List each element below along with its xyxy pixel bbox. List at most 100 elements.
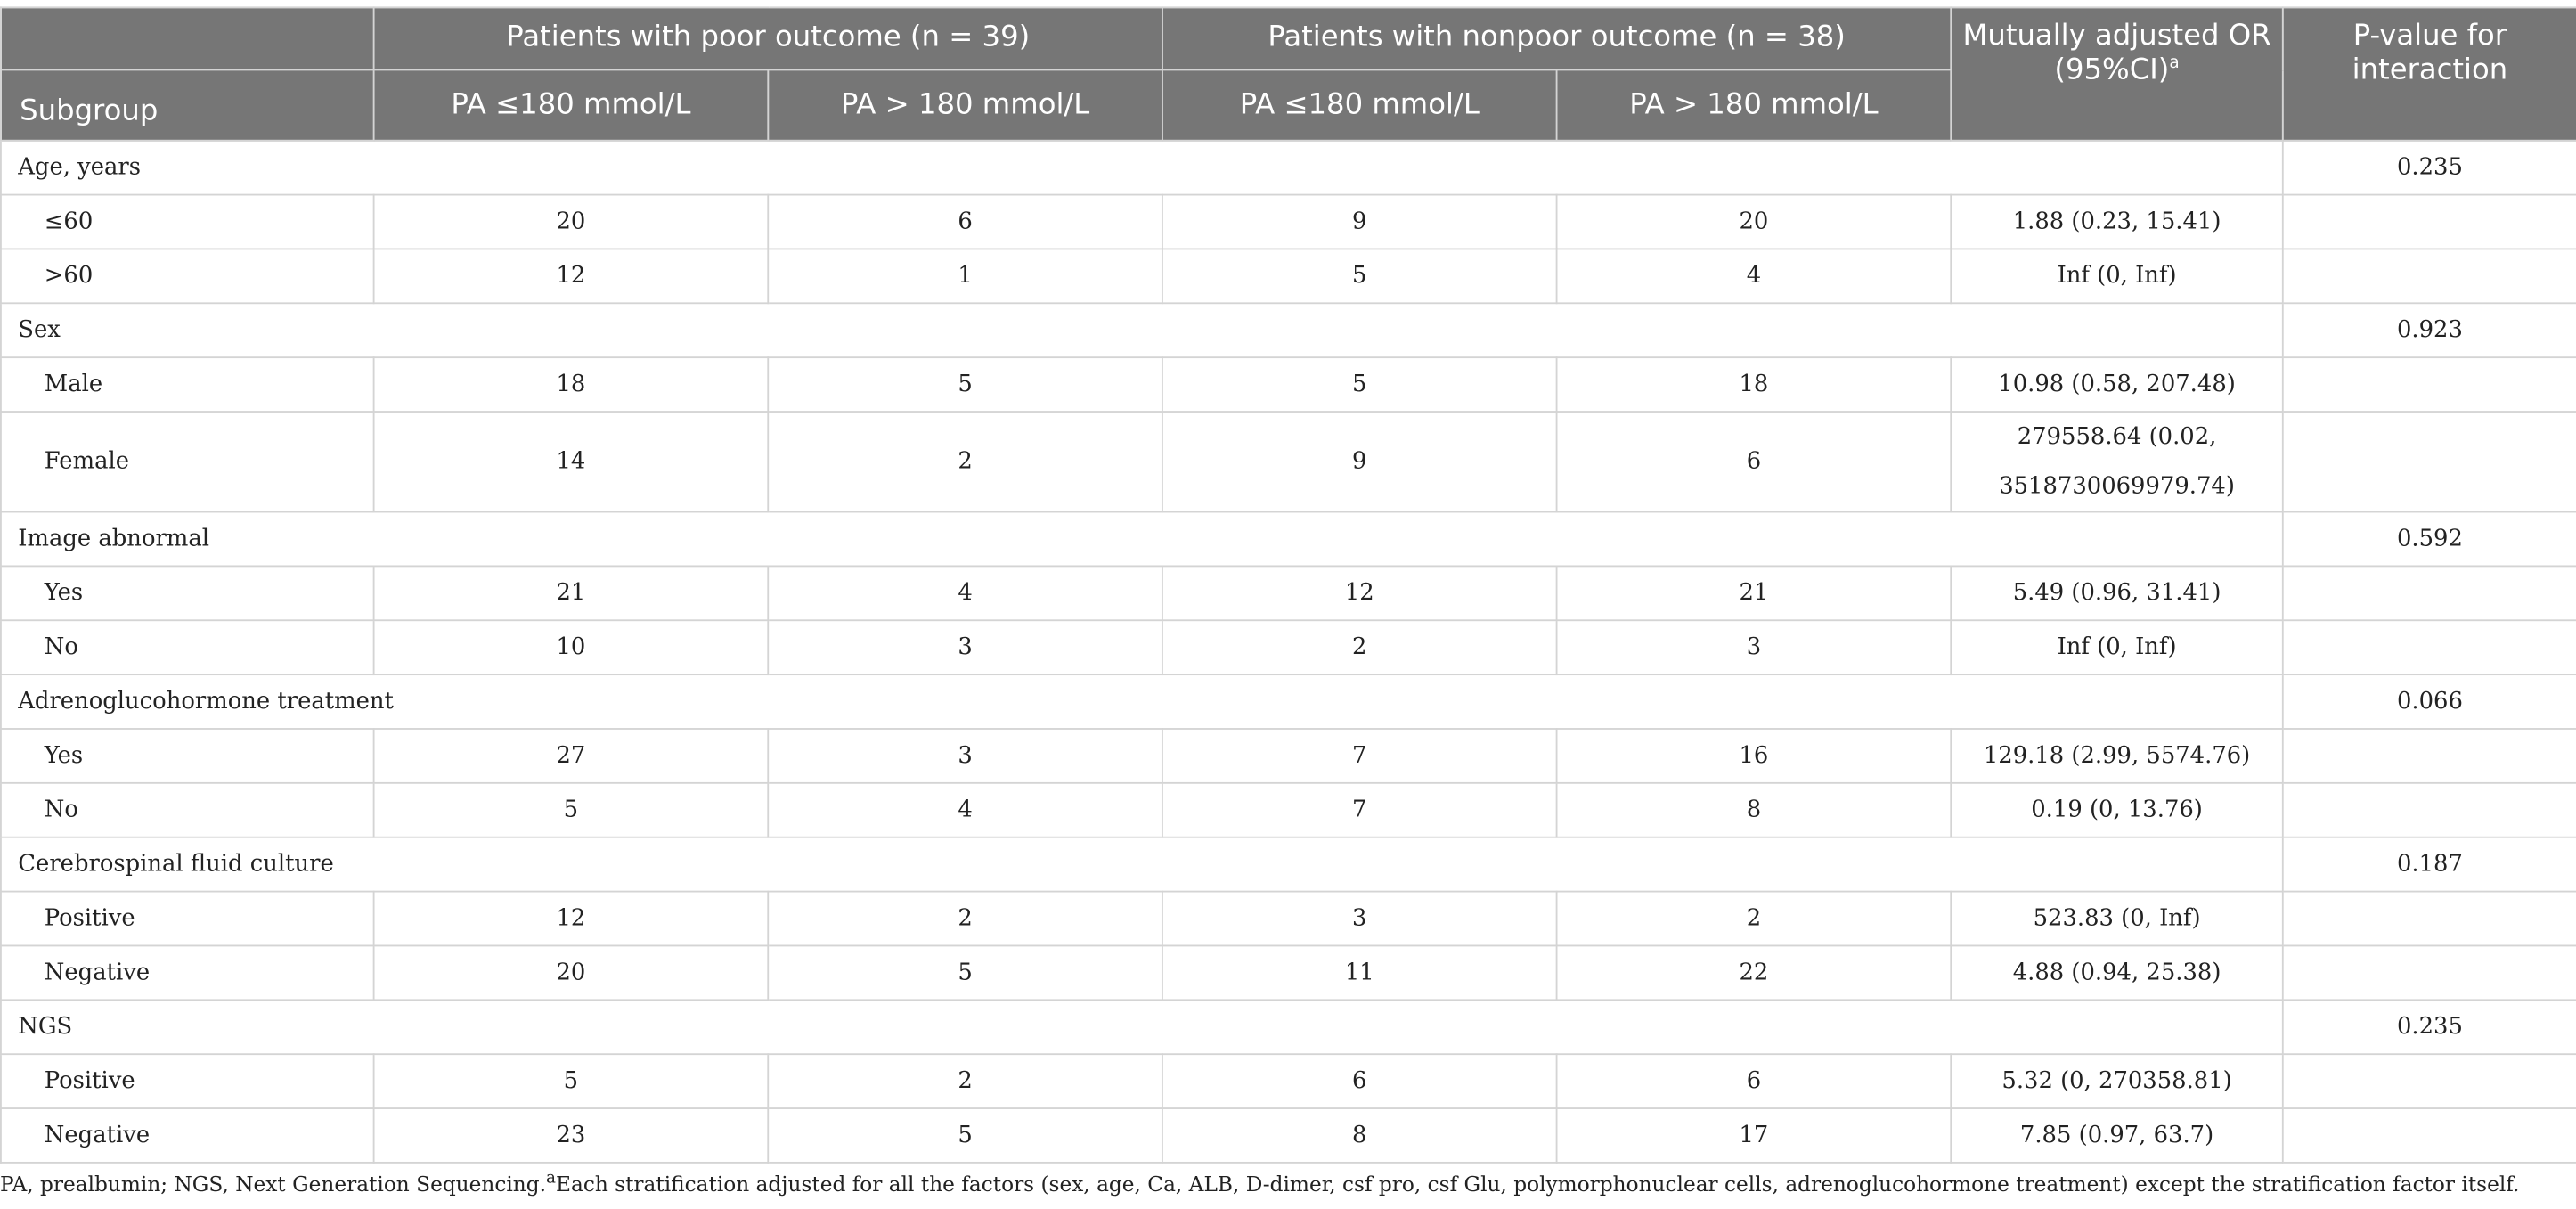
nonpoor-pa-low-cell: 5 <box>1162 356 1558 413</box>
p-value-cell <box>2281 193 2576 250</box>
p-value-cell <box>2281 890 2576 947</box>
adjusted-or-cell: 10.98 (0.58, 207.48) <box>1950 356 2284 413</box>
subgroup-label: Male <box>0 356 375 413</box>
adjusted-or-cell: 523.83 (0, Inf) <box>1950 890 2284 947</box>
table-row: Negative 23 5 8 17 7.85 (0.97, 63.7) <box>0 1107 2576 1164</box>
p-value-cell <box>2281 565 2576 622</box>
adjusted-or-cell: 1.88 (0.23, 15.41) <box>1950 193 2284 250</box>
header-blank <box>0 6 375 71</box>
adjusted-or-value: 5.49 (0.96, 31.41) <box>2012 580 2221 607</box>
adjusted-or-value: 0.19 (0, 13.76) <box>2031 796 2203 824</box>
nonpoor-pa-high-cell: 20 <box>1555 193 1952 250</box>
poor-pa-high-cell: 3 <box>767 728 1163 784</box>
table-row: Positive 5 2 6 6 5.32 (0, 270358.81) <box>0 1053 2576 1109</box>
nonpoor-pa-low-cell: 7 <box>1162 781 1558 838</box>
subgroup-label: >60 <box>0 248 375 305</box>
adjusted-or-cell: 129.18 (2.99, 5574.76) <box>1950 728 2284 784</box>
nonpoor-pa-low-cell: 7 <box>1162 728 1558 784</box>
poor-pa-high-cell: 5 <box>767 1107 1163 1164</box>
nonpoor-pa-high-cell: 21 <box>1555 565 1952 622</box>
adjusted-or-cell: 0.19 (0, 13.76) <box>1950 781 2284 838</box>
nonpoor-pa-low-cell: 9 <box>1162 193 1558 250</box>
header-poor-outcome: Patients with poor outcome (n = 39) <box>372 6 1163 71</box>
subgroup-label: Positive <box>0 890 375 947</box>
nonpoor-pa-low-cell: 5 <box>1162 248 1558 305</box>
header-nonpoor-outcome: Patients with nonpoor outcome (n = 38) <box>1162 6 1952 71</box>
adjusted-or-cell: 4.88 (0.94, 25.38) <box>1950 944 2284 1001</box>
nonpoor-pa-low-cell: 2 <box>1162 619 1558 676</box>
nonpoor-pa-high-cell: 2 <box>1555 890 1952 947</box>
p-value-cell <box>2281 1053 2576 1109</box>
p-value-cell: 0.235 <box>2281 999 2576 1056</box>
subgroup-label: Yes <box>0 728 375 784</box>
poor-pa-high-cell: 2 <box>767 411 1163 513</box>
poor-pa-low-cell: 27 <box>372 728 770 784</box>
group-row: Adrenoglucohormone treatment 0.066 <box>0 674 2576 730</box>
table-row: Yes 21 4 12 21 5.49 (0.96, 31.41) <box>0 565 2576 622</box>
group-label: Image abnormal <box>0 511 2284 568</box>
group-row: Sex 0.923 <box>0 302 2576 359</box>
adjusted-or-value: 279558.64 (0.02, 3518730069979.74) <box>1999 423 2235 500</box>
group-row: Image abnormal 0.592 <box>0 511 2576 568</box>
group-label: NGS <box>0 999 2284 1056</box>
table-row: ≤60 20 6 9 20 1.88 (0.23, 15.41) <box>0 193 2576 250</box>
p-value-cell <box>2281 356 2576 413</box>
table-row: Negative 20 5 11 22 4.88 (0.94, 25.38) <box>0 944 2576 1001</box>
group-label: Age, years <box>0 139 2284 196</box>
group-label: Adrenoglucohormone treatment <box>0 674 2284 730</box>
adjusted-or-cell: Inf (0, Inf) <box>1950 248 2284 305</box>
nonpoor-pa-low-cell: 11 <box>1162 944 1558 1001</box>
adjusted-or-value: Inf (0, Inf) <box>2057 263 2177 290</box>
adjusted-or-value: 523.83 (0, Inf) <box>2033 905 2201 932</box>
poor-pa-low-cell: 21 <box>372 565 770 622</box>
header-adjusted-or-text: Mutually adjusted OR (95%CI) <box>1962 20 2271 87</box>
header-subgroup: Subgroup <box>0 69 375 142</box>
nonpoor-pa-low-cell: 6 <box>1162 1053 1558 1109</box>
poor-pa-low-cell: 5 <box>372 1053 770 1109</box>
adjusted-or-cell: 5.49 (0.96, 31.41) <box>1950 565 2284 622</box>
adjusted-or-cell: Inf (0, Inf) <box>1950 619 2284 676</box>
p-value-cell: 0.592 <box>2281 511 2576 568</box>
nonpoor-pa-low-cell: 9 <box>1162 411 1558 513</box>
table-body: Age, years 0.235 ≤60 20 6 9 20 1.88 (0.23, 15.4… <box>0 139 2576 1164</box>
adjusted-or-value: 5.32 (0, 270358.81) <box>2001 1067 2232 1095</box>
poor-pa-high-cell: 4 <box>767 781 1163 838</box>
p-value-cell <box>2281 728 2576 784</box>
p-value-cell: 0.187 <box>2281 836 2576 893</box>
poor-pa-high-cell: 5 <box>767 356 1163 413</box>
group-label: Cerebrospinal fluid culture <box>0 836 2284 893</box>
subgroup-label: Positive <box>0 1053 375 1109</box>
header-nonpoor-pa-high: PA > 180 mmol/L <box>1555 69 1952 142</box>
group-row: NGS 0.235 <box>0 999 2576 1056</box>
nonpoor-pa-low-cell: 8 <box>1162 1107 1558 1164</box>
header-nonpoor-pa-low: PA ≤180 mmol/L <box>1162 69 1558 142</box>
table-row: Positive 12 2 3 2 523.83 (0, Inf) <box>0 890 2576 947</box>
nonpoor-pa-high-cell: 17 <box>1555 1107 1952 1164</box>
adjusted-or-value: 4.88 (0.94, 25.38) <box>2012 960 2221 986</box>
subgroup-analysis-table: Patients with poor outcome (n = 39) Pati… <box>0 6 2576 1164</box>
p-value-cell <box>2281 619 2576 676</box>
adjusted-or-cell: 7.85 (0.97, 63.7) <box>1950 1107 2284 1164</box>
subgroup-label: Negative <box>0 944 375 1001</box>
poor-pa-high-cell: 5 <box>767 944 1163 1001</box>
poor-pa-low-cell: 20 <box>372 944 770 1001</box>
nonpoor-pa-high-cell: 16 <box>1555 728 1952 784</box>
footnote-adjustment-note: Each stratification adjusted for all the… <box>556 1172 2520 1197</box>
nonpoor-pa-high-cell: 6 <box>1555 1053 1952 1109</box>
table-row: Female 14 2 9 6 279558.64 (0.02, 351873006997… <box>0 411 2576 513</box>
subgroup-label: No <box>0 781 375 838</box>
poor-pa-low-cell: 14 <box>372 411 770 513</box>
header-adjusted-or: Mutually adjusted OR (95%CI)a <box>1950 6 2284 142</box>
adjusted-or-value: 7.85 (0.97, 63.7) <box>2019 1122 2214 1149</box>
p-value-cell: 0.923 <box>2281 302 2576 359</box>
table-row: No 5 4 7 8 0.19 (0, 13.76) <box>0 781 2576 838</box>
nonpoor-pa-high-cell: 8 <box>1555 781 1952 838</box>
subgroup-label: ≤60 <box>0 193 375 250</box>
nonpoor-pa-high-cell: 3 <box>1555 619 1952 676</box>
nonpoor-pa-high-cell: 18 <box>1555 356 1952 413</box>
p-value-cell <box>2281 944 2576 1001</box>
adjusted-or-cell: 279558.64 (0.02, 3518730069979.74) <box>1950 411 2284 513</box>
poor-pa-high-cell: 1 <box>767 248 1163 305</box>
table-row: Male 18 5 5 18 10.98 (0.58, 207.48) <box>0 356 2576 413</box>
